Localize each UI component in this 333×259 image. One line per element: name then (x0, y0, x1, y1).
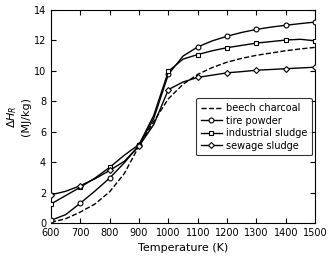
tire powder (137, 144, 141, 147)
industrial sludge (225, 46, 229, 49)
Line: industrial sludge: industrial sludge (49, 37, 318, 206)
industrial sludge (49, 203, 53, 206)
tire powder (78, 202, 82, 205)
beech charcoal (152, 120, 156, 123)
sewage sludge (137, 145, 141, 148)
industrial sludge (78, 186, 82, 189)
industrial sludge (152, 114, 156, 117)
beech charcoal (225, 61, 229, 64)
industrial sludge (284, 39, 288, 42)
industrial sludge (122, 154, 126, 157)
beech charcoal (137, 145, 141, 148)
sewage sludge (240, 70, 244, 73)
tire powder (64, 213, 68, 216)
industrial sludge (166, 70, 170, 73)
beech charcoal (313, 46, 317, 49)
tire powder (269, 26, 273, 29)
sewage sludge (93, 177, 97, 180)
sewage sludge (122, 160, 126, 163)
Line: tire powder: tire powder (49, 20, 318, 223)
sewage sludge (269, 68, 273, 71)
sewage sludge (210, 74, 214, 77)
industrial sludge (137, 143, 141, 146)
industrial sludge (210, 49, 214, 52)
beech charcoal (166, 97, 170, 100)
beech charcoal (254, 54, 258, 57)
tire powder (181, 54, 185, 57)
sewage sludge (313, 66, 317, 69)
beech charcoal (93, 203, 97, 206)
tire powder (313, 20, 317, 24)
tire powder (49, 219, 53, 222)
tire powder (254, 28, 258, 31)
industrial sludge (196, 53, 200, 56)
industrial sludge (313, 39, 317, 42)
beech charcoal (78, 211, 82, 214)
beech charcoal (49, 221, 53, 224)
sewage sludge (166, 88, 170, 91)
sewage sludge (225, 71, 229, 74)
tire powder (166, 73, 170, 76)
tire powder (108, 176, 112, 179)
industrial sludge (298, 38, 302, 41)
sewage sludge (108, 169, 112, 172)
Legend: beech charcoal, tire powder, industrial sludge, sewage sludge: beech charcoal, tire powder, industrial … (196, 98, 312, 155)
X-axis label: Temperature (K): Temperature (K) (138, 243, 228, 254)
beech charcoal (298, 47, 302, 51)
tire powder (122, 161, 126, 164)
industrial sludge (254, 41, 258, 45)
beech charcoal (196, 73, 200, 76)
beech charcoal (210, 66, 214, 69)
industrial sludge (108, 166, 112, 169)
tire powder (284, 24, 288, 27)
sewage sludge (78, 184, 82, 187)
industrial sludge (93, 176, 97, 179)
sewage sludge (298, 66, 302, 69)
industrial sludge (64, 194, 68, 197)
Line: beech charcoal: beech charcoal (51, 47, 315, 222)
beech charcoal (108, 190, 112, 193)
sewage sludge (152, 123, 156, 126)
tire powder (152, 117, 156, 120)
tire powder (210, 39, 214, 42)
industrial sludge (269, 40, 273, 43)
tire powder (196, 45, 200, 48)
industrial sludge (181, 57, 185, 61)
sewage sludge (254, 69, 258, 72)
Y-axis label: $\Delta H_R$
(MJ/kg): $\Delta H_R$ (MJ/kg) (6, 97, 31, 136)
tire powder (93, 189, 97, 192)
industrial sludge (240, 44, 244, 47)
sewage sludge (284, 67, 288, 70)
sewage sludge (181, 81, 185, 84)
beech charcoal (181, 83, 185, 86)
beech charcoal (269, 52, 273, 55)
tire powder (240, 31, 244, 34)
sewage sludge (49, 193, 53, 196)
beech charcoal (284, 49, 288, 52)
tire powder (298, 22, 302, 25)
beech charcoal (240, 57, 244, 60)
tire powder (225, 35, 229, 38)
beech charcoal (122, 172, 126, 175)
sewage sludge (196, 76, 200, 79)
sewage sludge (64, 190, 68, 193)
beech charcoal (64, 217, 68, 220)
Line: sewage sludge: sewage sludge (49, 65, 317, 197)
